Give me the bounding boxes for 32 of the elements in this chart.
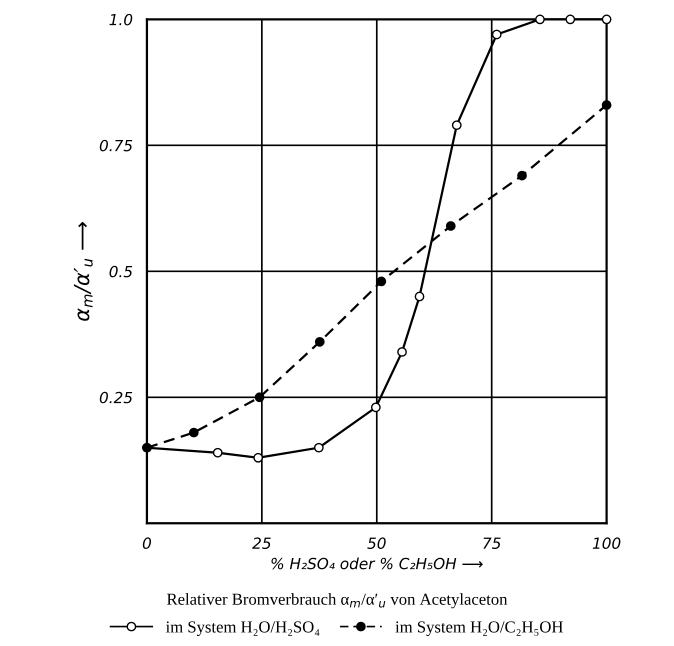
y-tick-label: 0.75 [100, 140, 132, 152]
x-tick-label: 0 [142, 537, 152, 549]
y-tick-label: 0.25 [100, 392, 132, 404]
legend-label: im System H₂O/C₂H₅OH [395, 621, 563, 636]
point [452, 120, 462, 130]
point [602, 100, 612, 110]
x-tick-label: 25 [252, 537, 271, 549]
text: Relativer Bromverbrauch α$_{m}$/α′$_{u}$ von Acetylaceton [166, 593, 508, 608]
point [254, 392, 264, 402]
point [492, 30, 502, 40]
point [253, 452, 264, 463]
point [314, 337, 325, 347]
point [212, 448, 223, 458]
legend-label: im System H₂O/H₂SO₄ [166, 621, 320, 636]
x-tick-label: 50 [367, 537, 386, 549]
x-axis-title: % H₂SO₄ oder % C₂H₅OH ⟶ [271, 557, 483, 570]
y-axis-title: α$_{m}$/α′$_{u}$ ⟶ [74, 222, 93, 321]
point [517, 170, 527, 180]
point [188, 428, 199, 438]
point [370, 402, 381, 412]
point [446, 221, 456, 231]
point [397, 347, 407, 357]
point [414, 292, 424, 302]
x-tick-label: 75 [483, 538, 501, 549]
point [314, 442, 324, 453]
point [376, 276, 386, 286]
point [535, 14, 545, 24]
y-tick-label: 1.0 [109, 14, 132, 26]
x-tick-label: 100 [592, 537, 620, 549]
point [602, 14, 612, 24]
point [565, 14, 576, 24]
y-tick-label: 0.5 [110, 266, 132, 278]
